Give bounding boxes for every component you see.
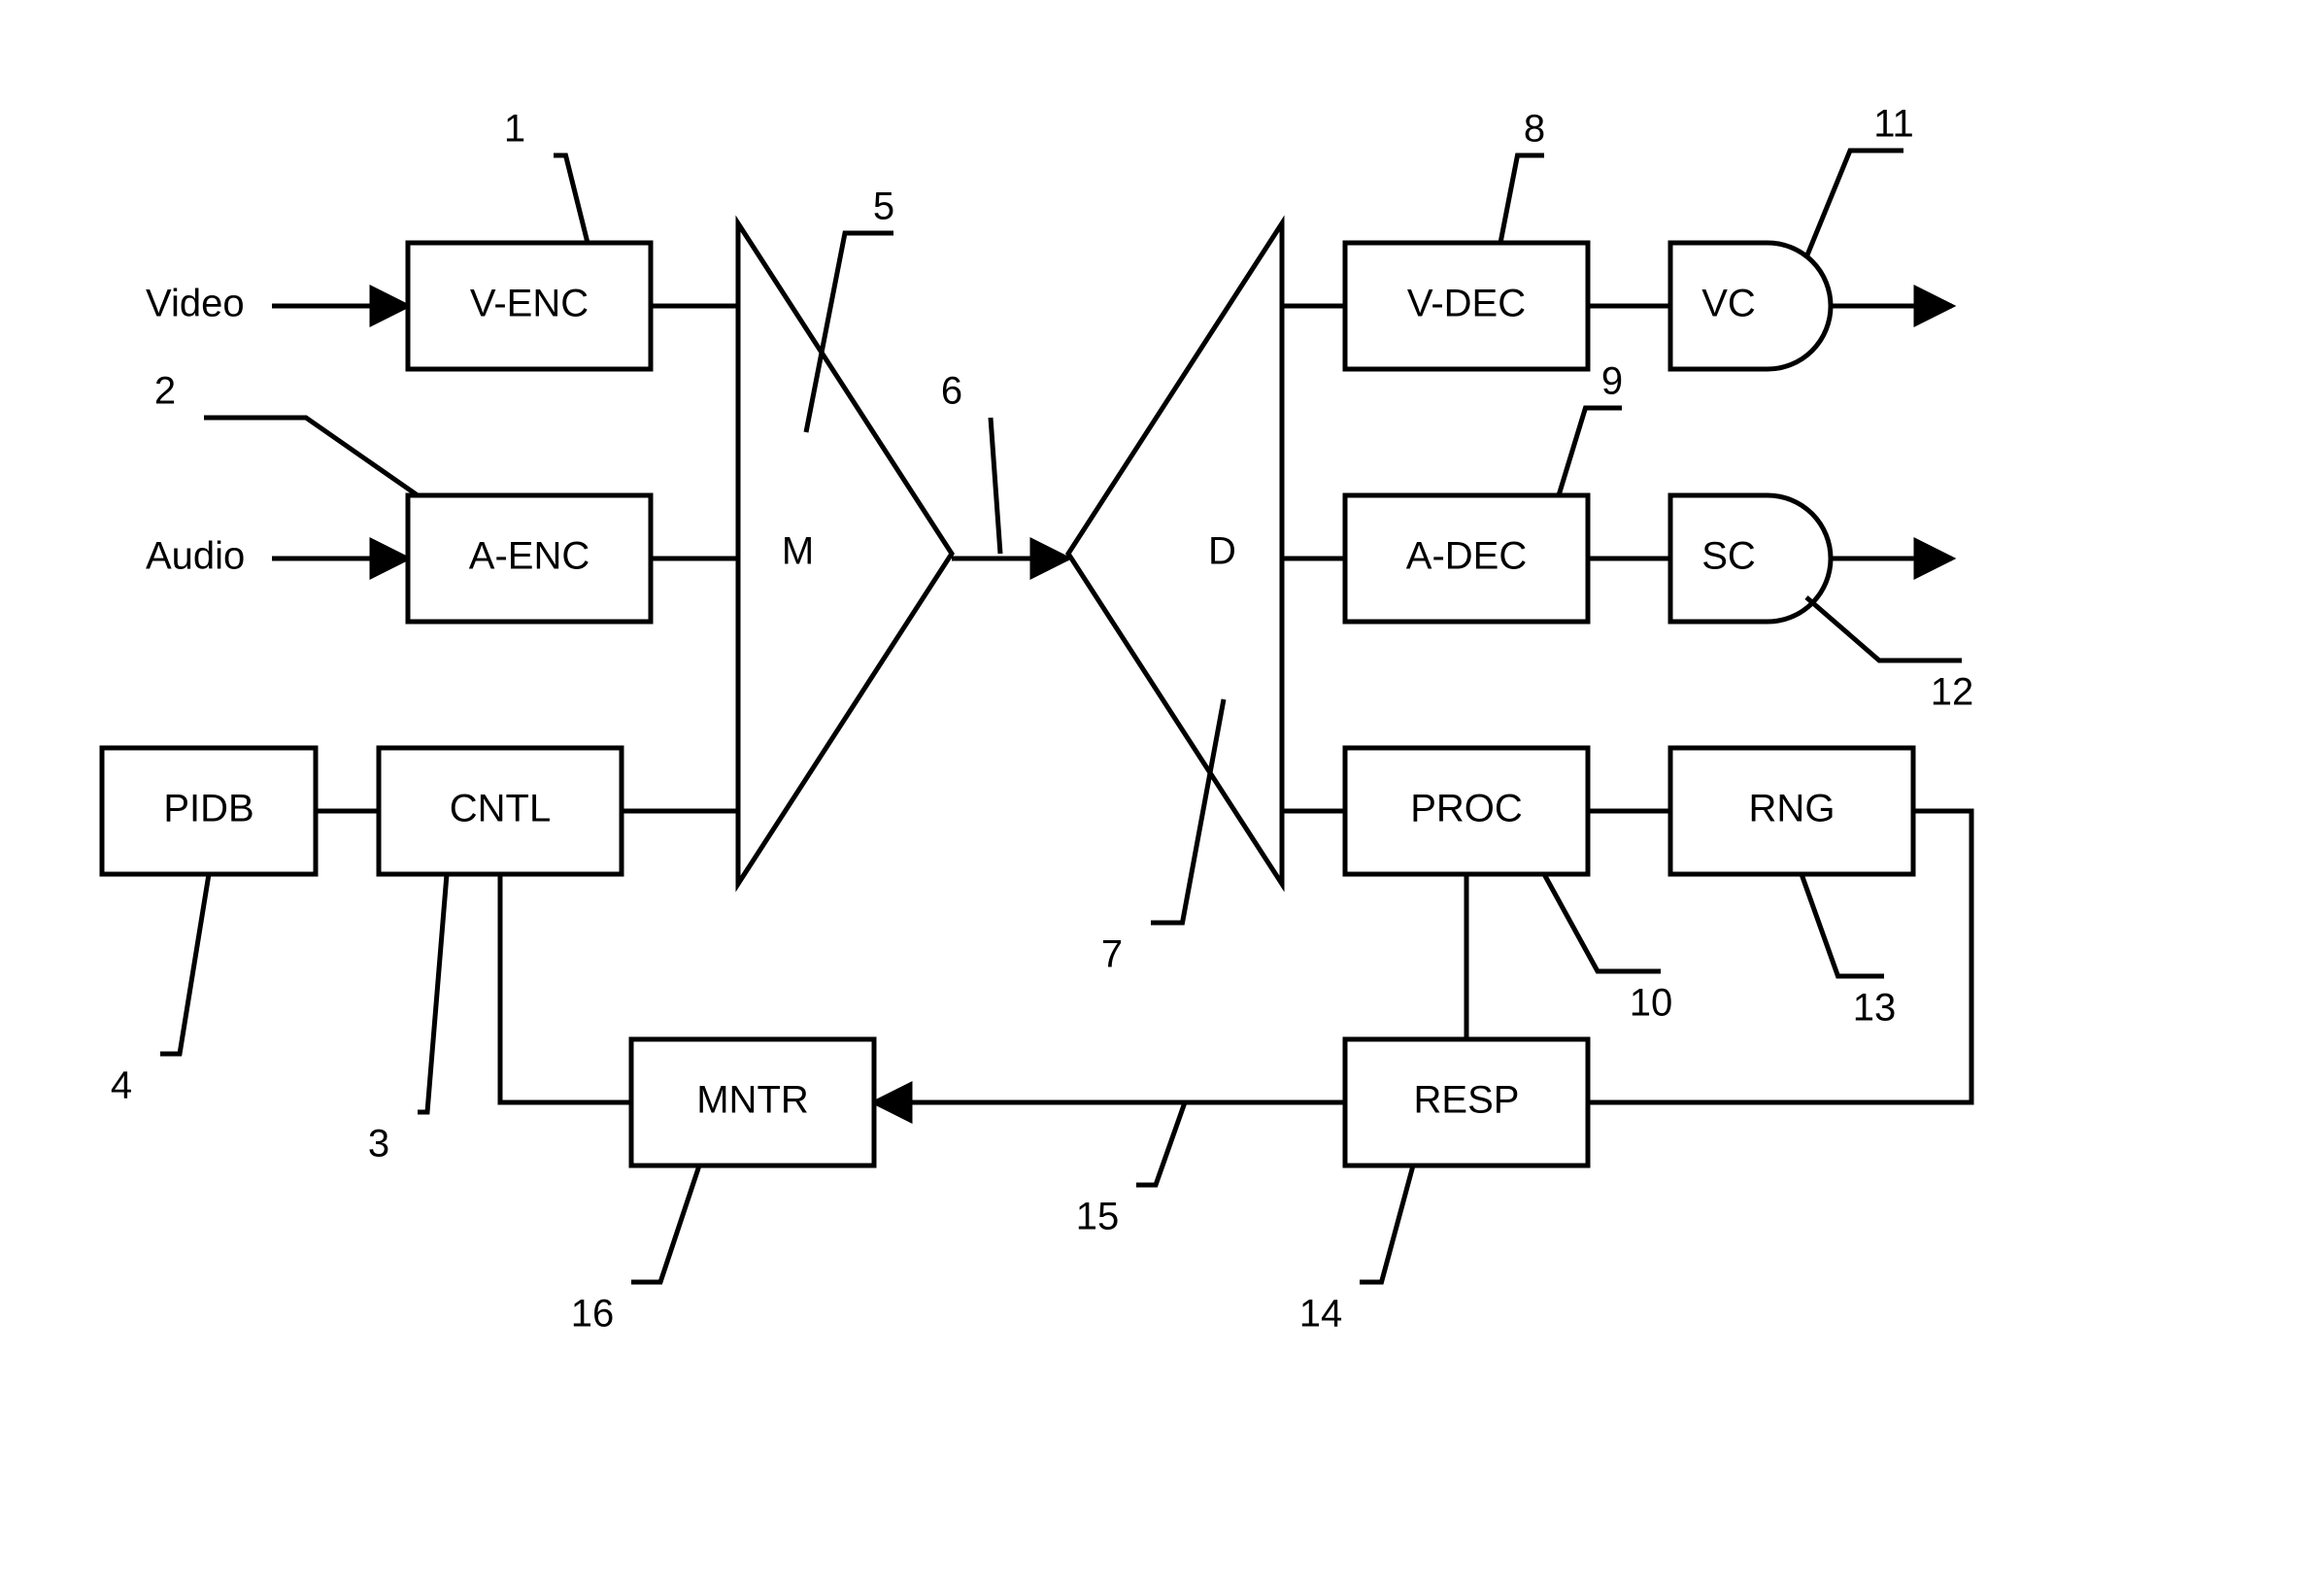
callout-number-n11: 11 [1873,103,1914,146]
node-label-vc: VC [1701,283,1756,325]
node-label-adec: A-DEC [1406,535,1527,578]
node-mux [738,223,952,884]
callout-number-n3: 3 [368,1123,389,1166]
node-demux [1068,223,1282,884]
callout-leader-n10 [1544,874,1661,971]
callout-leader-n4 [160,874,209,1054]
callout-number-n6: 6 [941,370,962,413]
callout-number-n13: 13 [1853,987,1897,1030]
io-label-video: Video [146,283,245,325]
callout-number-n4: 4 [111,1065,132,1107]
callout-number-n12: 12 [1931,671,1974,714]
callout-leader-n8 [1500,155,1544,243]
callout-number-n2: 2 [154,370,176,413]
node-label-aenc: A-ENC [469,535,589,578]
callout-number-n1: 1 [504,108,525,151]
callout-leader-n13 [1802,874,1884,976]
node-label-pidb: PIDB [163,788,253,830]
callout-leader-n3 [418,874,447,1112]
callout-leader-n12 [1806,597,1962,660]
callout-number-n14: 14 [1299,1293,1343,1336]
callout-leader-n2 [204,418,418,495]
callout-leader-n1 [554,155,588,243]
callout-leader-n14 [1360,1166,1413,1282]
node-label-mntr: MNTR [696,1079,809,1122]
node-label-mux: M [782,530,814,573]
callout-leader-n16 [631,1166,699,1282]
callout-number-n9: 9 [1601,360,1623,403]
callout-number-n5: 5 [873,186,894,228]
node-label-proc: PROC [1410,788,1523,830]
node-label-rng: RNG [1749,788,1836,830]
callout-leader-n6 [991,418,1000,554]
node-label-venc: V-ENC [470,283,589,325]
callout-leader-n9 [1559,408,1622,495]
node-label-sc: SC [1701,535,1756,578]
callout-leader-n11 [1806,151,1903,257]
edge [500,874,631,1102]
node-label-vdec: V-DEC [1407,283,1526,325]
callout-number-n10: 10 [1630,982,1673,1025]
node-label-cntl: CNTL [450,788,551,830]
callout-number-n16: 16 [571,1293,615,1336]
node-label-resp: RESP [1414,1079,1520,1122]
io-label-audio: Audio [146,535,245,578]
node-label-demux: D [1208,530,1236,573]
callout-number-n7: 7 [1101,933,1123,976]
callout-leader-n15 [1136,1102,1185,1185]
callout-number-n15: 15 [1076,1196,1120,1238]
callout-number-n8: 8 [1524,108,1545,151]
